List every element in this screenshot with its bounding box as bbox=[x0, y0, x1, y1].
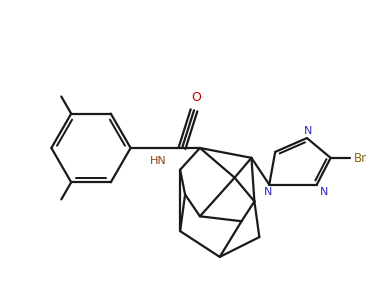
Text: N: N bbox=[320, 187, 328, 197]
Text: N: N bbox=[304, 126, 312, 136]
Text: N: N bbox=[264, 187, 272, 197]
Text: Br: Br bbox=[353, 152, 367, 165]
Text: O: O bbox=[191, 91, 201, 104]
Text: HN: HN bbox=[150, 156, 167, 166]
